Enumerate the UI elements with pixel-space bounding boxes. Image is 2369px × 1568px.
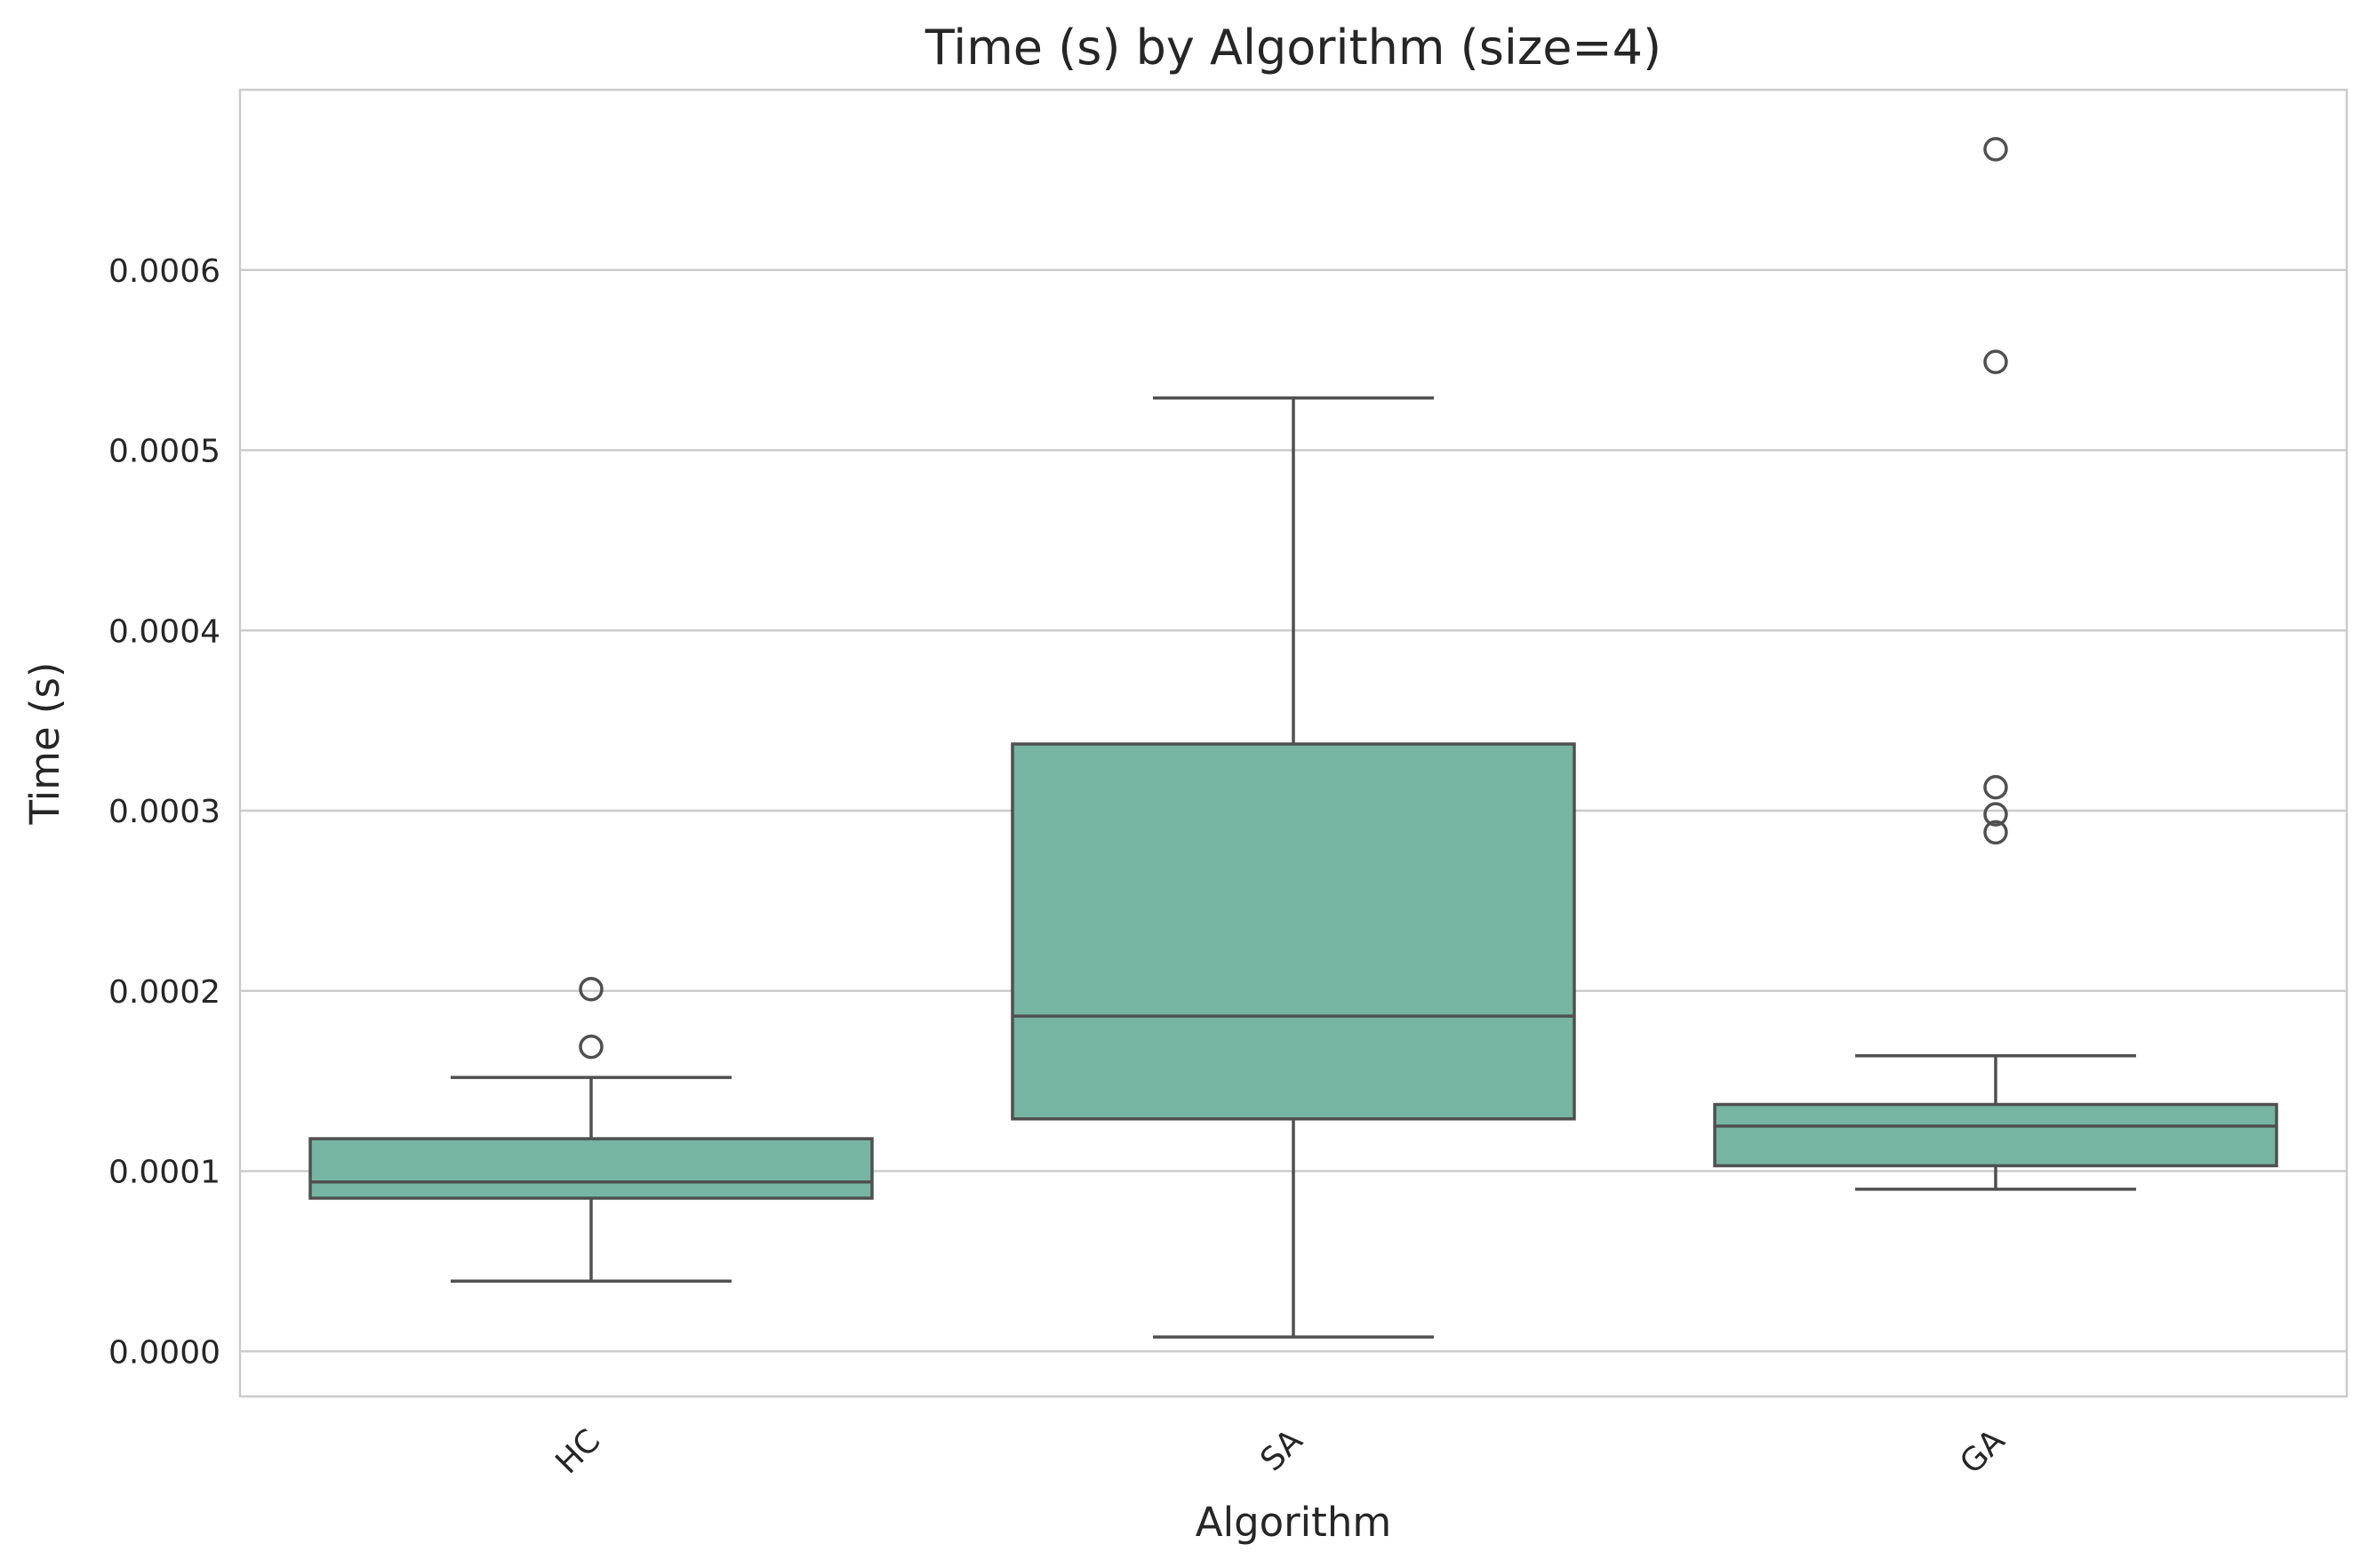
y-tick-label-1: 0.0001 — [108, 1155, 220, 1191]
outlier-ga-0 — [1983, 820, 2008, 845]
outlier-ga-4 — [1983, 137, 2008, 162]
box-group-hc — [308, 977, 874, 1283]
box-hc — [308, 1137, 874, 1200]
outlier-hc-1 — [579, 977, 604, 1002]
x-tick-label-sa: SA — [1253, 1422, 1309, 1478]
box-ga — [1713, 1102, 2278, 1168]
y-tick-label-3: 0.0003 — [108, 794, 220, 830]
outlier-ga-2 — [1983, 774, 2008, 800]
outlier-hc-0 — [579, 1034, 604, 1060]
box-group-sa — [1011, 396, 1576, 1339]
box-series — [308, 137, 2278, 1339]
x-tick-labels: HC SA GA — [548, 1422, 2012, 1481]
y-tick-label-4: 0.0004 — [108, 613, 220, 650]
x-axis-label: Algorithm — [1196, 1499, 1391, 1546]
y-axis-label: Time (s) — [21, 662, 68, 826]
outlier-ga-3 — [1983, 349, 2008, 374]
y-tick-label-0: 0.0000 — [108, 1334, 220, 1371]
chart-title: Time (s) by Algorithm (size=4) — [924, 20, 1661, 76]
y-tick-label-2: 0.0002 — [108, 974, 220, 1011]
y-tick-label-5: 0.0005 — [108, 434, 220, 470]
box-sa — [1011, 742, 1576, 1121]
x-tick-label-hc: HC — [548, 1422, 607, 1481]
box-group-ga — [1713, 137, 2278, 1191]
plot-frame — [238, 88, 2349, 1398]
y-tick-label-6: 0.0006 — [108, 253, 220, 290]
y-tick-labels: 0.0000 0.0001 0.0002 0.0003 0.0004 0.0005 0.00… — [108, 253, 220, 1372]
x-tick-label-ga: GA — [1953, 1422, 2012, 1481]
outlier-ga-1 — [1983, 802, 2008, 827]
